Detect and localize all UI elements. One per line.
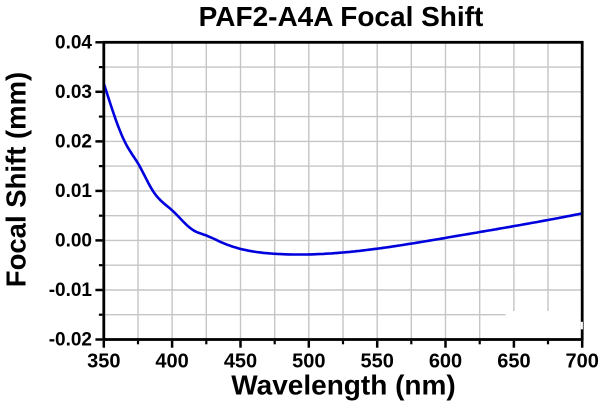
svg-text:0.04: 0.04 [55,32,92,53]
svg-text:0.03: 0.03 [55,82,92,103]
svg-text:650: 650 [497,351,530,373]
svg-text:0.01: 0.01 [55,181,92,202]
svg-text:500: 500 [292,351,325,373]
svg-text:Focal Shift (mm): Focal Shift (mm) [0,72,31,287]
svg-text:550: 550 [361,351,394,373]
svg-text:0.00: 0.00 [55,230,92,251]
svg-text:600: 600 [429,351,462,373]
svg-text:700: 700 [566,351,599,373]
svg-text:0.02: 0.02 [55,131,92,152]
svg-text:-0.02: -0.02 [49,330,92,351]
svg-text:350: 350 [87,351,120,373]
svg-text:-0.01: -0.01 [49,280,93,301]
svg-text:Wavelength (nm): Wavelength (nm) [231,370,456,401]
svg-text:PAF2-A4A Focal Shift: PAF2-A4A Focal Shift [199,1,484,32]
svg-text:400: 400 [155,351,188,373]
svg-text:450: 450 [224,351,257,373]
